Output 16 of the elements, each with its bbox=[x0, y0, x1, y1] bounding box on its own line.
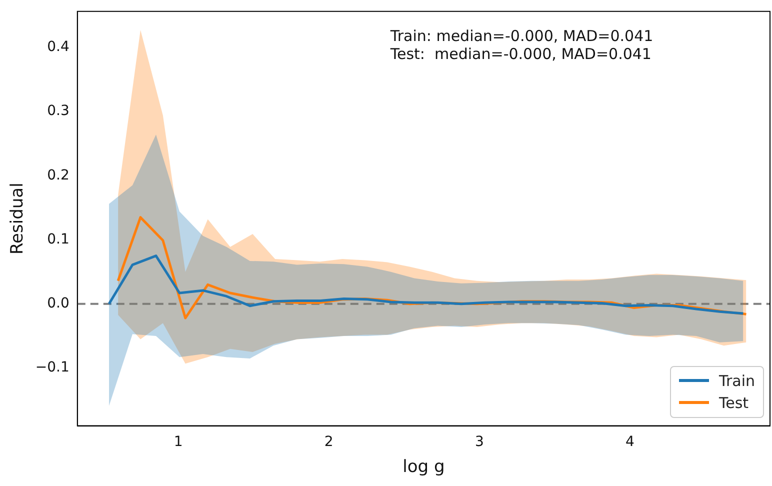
x-tick-label: 1 bbox=[174, 434, 183, 450]
y-axis-title: Residual bbox=[8, 182, 28, 254]
y-tick-label: −0.1 bbox=[35, 360, 70, 376]
y-tick-label: 0.1 bbox=[47, 231, 70, 248]
annotation: Test: median=-0.000, MAD=0.041 bbox=[389, 44, 652, 63]
legend-label: Train bbox=[719, 372, 755, 390]
annotation: Train: median=-0.000, MAD=0.041 bbox=[389, 26, 654, 45]
y-tick-label: 0.3 bbox=[47, 103, 70, 120]
y-tick-label: 0.4 bbox=[47, 38, 70, 55]
x-tick-label: 3 bbox=[474, 434, 484, 450]
x-tick-label: 4 bbox=[626, 434, 635, 450]
legend-label: Test bbox=[719, 394, 749, 412]
y-tick-label: 0.2 bbox=[47, 167, 70, 184]
y-tick-label: 0.0 bbox=[47, 296, 70, 312]
x-tick-label: 2 bbox=[324, 434, 334, 450]
x-axis-title: log g bbox=[402, 457, 445, 478]
